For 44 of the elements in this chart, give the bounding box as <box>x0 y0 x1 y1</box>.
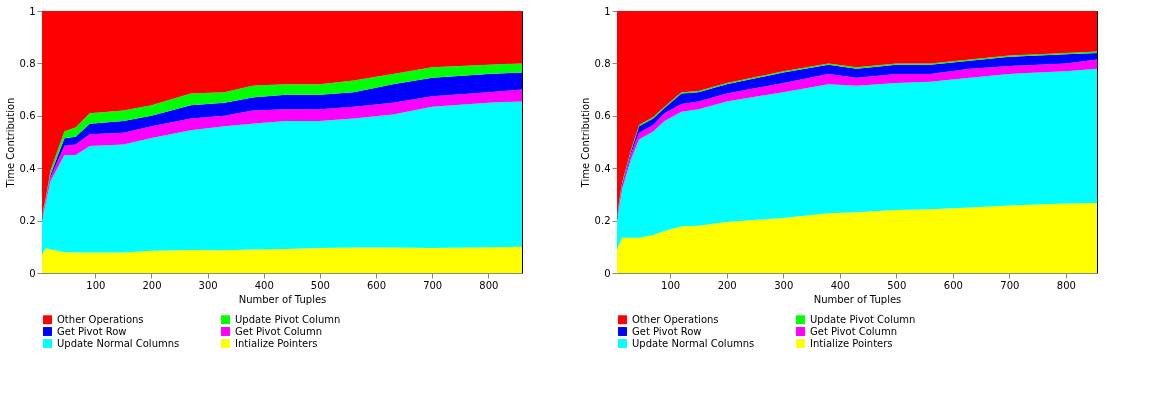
y-tick-label: 0.2 <box>19 215 36 227</box>
legend-label: Update Pivot Column <box>235 313 341 325</box>
y-tick-label: 0 <box>29 267 36 279</box>
y-axis-title: Time Contribution <box>4 97 16 189</box>
x-tick-label: 800 <box>1056 279 1076 291</box>
legend-label: Update Normal Columns <box>632 337 755 349</box>
legend-label: Update Normal Columns <box>57 337 180 349</box>
x-tick-label: 200 <box>142 279 162 291</box>
y-tick-label: 0.8 <box>19 57 36 69</box>
x-tick-label: 400 <box>830 279 850 291</box>
y-axis-title: Time Contribution <box>579 97 591 189</box>
x-tick-label: 700 <box>423 279 443 291</box>
y-tick-label: 0.6 <box>594 110 611 122</box>
x-tick-label: 300 <box>198 279 218 291</box>
legend-label: Other Operations <box>632 313 719 325</box>
legend-label: Get Pivot Column <box>235 325 323 337</box>
x-tick-label: 800 <box>479 279 499 291</box>
x-axis-title: Number of Tuples <box>238 293 327 305</box>
legend-label: Update Pivot Column <box>810 313 916 325</box>
x-tick-label: 500 <box>887 279 907 291</box>
y-tick-label: 0.8 <box>594 57 611 69</box>
y-tick-label: 0.4 <box>19 162 36 174</box>
x-tick-label: 100 <box>661 279 681 291</box>
x-tick-label: 700 <box>1000 279 1020 291</box>
legend-label: Intialize Pointers <box>810 337 893 349</box>
y-tick-label: 1 <box>604 5 611 17</box>
x-tick-label: 600 <box>366 279 387 291</box>
x-axis-title: Number of Tuples <box>813 293 902 305</box>
x-tick-label: 600 <box>943 279 963 291</box>
legend-label: Intialize Pointers <box>235 337 318 349</box>
x-tick-label: 500 <box>310 279 330 291</box>
legend-label: Get Pivot Column <box>810 325 898 337</box>
x-tick-label: 300 <box>774 279 794 291</box>
x-tick-label: 100 <box>86 279 106 291</box>
y-tick-label: 1 <box>29 5 36 17</box>
x-tick-label: 200 <box>717 279 737 291</box>
legend-label: Get Pivot Row <box>57 325 127 337</box>
y-tick-label: 0.2 <box>594 215 611 227</box>
y-tick-label: 0.4 <box>594 162 611 174</box>
legend-label: Get Pivot Row <box>632 325 702 337</box>
x-tick-label: 400 <box>254 279 274 291</box>
y-tick-label: 0 <box>604 267 611 279</box>
y-tick-label: 0.6 <box>19 110 36 122</box>
legend-label: Other Operations <box>57 313 144 325</box>
